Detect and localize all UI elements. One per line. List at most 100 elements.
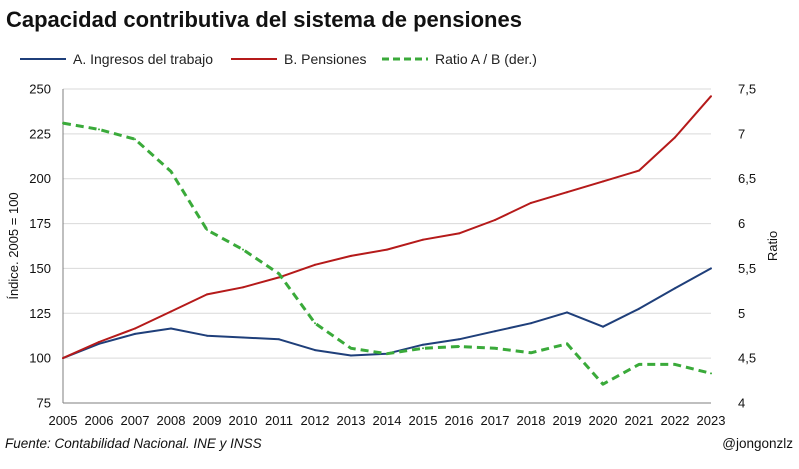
y-right-tick-label: 7,5 — [738, 82, 756, 97]
legend-item-ratio: Ratio A / B (der.) — [382, 51, 537, 67]
data-point — [710, 95, 712, 98]
x-tick-label: 2021 — [625, 413, 654, 428]
x-tick-label: 2011 — [265, 413, 293, 428]
data-point — [638, 169, 640, 172]
x-tick-label: 2017 — [481, 413, 510, 428]
data-point — [602, 180, 604, 183]
data-point — [494, 219, 496, 221]
data-point — [386, 248, 388, 251]
y-axis-left-ticks: 75 100 125 150 175 200 225 250 — [29, 82, 51, 411]
y-left-tick-label: 250 — [29, 82, 51, 97]
y-right-tick-label: 5 — [738, 306, 745, 321]
data-point — [170, 170, 172, 173]
y-left-tick-label: 150 — [29, 261, 51, 276]
data-point — [62, 122, 64, 125]
legend-label-ingresos: A. Ingresos del trabajo — [73, 51, 213, 67]
data-point — [314, 322, 316, 325]
x-tick-label: 2019 — [553, 413, 582, 428]
x-tick-label: 2013 — [337, 413, 366, 428]
y-right-tick-label: 4 — [738, 396, 745, 411]
data-point — [458, 338, 460, 341]
data-point — [206, 293, 208, 296]
data-point — [494, 347, 496, 350]
data-point — [638, 363, 640, 366]
data-point — [710, 372, 712, 375]
series-line-1 — [62, 95, 712, 360]
y-left-tick-label: 175 — [29, 216, 51, 231]
chart-title: Capacidad contributiva del sistema de pe… — [6, 7, 522, 32]
data-point — [242, 248, 244, 251]
x-tick-label: 2007 — [121, 413, 150, 428]
data-point — [530, 351, 532, 354]
x-tick-label: 2012 — [301, 413, 330, 428]
data-point — [206, 334, 208, 337]
x-tick-label: 2022 — [661, 413, 690, 428]
x-tick-label: 2006 — [85, 413, 114, 428]
y-right-tick-label: 6 — [738, 216, 745, 231]
data-point — [458, 232, 460, 235]
legend-item-pensiones: B. Pensiones — [231, 51, 367, 67]
y-right-tick-label: 4,5 — [738, 351, 756, 366]
data-point — [134, 332, 136, 335]
x-tick-label: 2016 — [445, 413, 474, 428]
data-point — [206, 228, 208, 231]
data-point — [422, 238, 424, 241]
y-axis-right-label: Ratio — [765, 231, 780, 261]
y-right-tick-label: 5,5 — [738, 261, 756, 276]
data-point — [278, 272, 280, 275]
data-point — [566, 191, 568, 194]
data-point — [314, 263, 316, 266]
y-axis-right-ticks: 4 4,5 5 5,5 6 6,5 7 7,5 — [738, 82, 756, 411]
data-point — [674, 136, 676, 139]
data-point — [494, 330, 496, 333]
data-point — [458, 345, 460, 348]
y-axis-left-label: Índice. 2005 = 100 — [6, 192, 21, 299]
x-tick-label: 2009 — [193, 413, 222, 428]
source-note: Fuente: Contabilidad Nacional. INE y INS… — [5, 436, 262, 451]
y-right-tick-label: 6,5 — [738, 171, 756, 186]
data-point — [242, 286, 244, 289]
data-point — [350, 354, 352, 357]
data-point — [350, 254, 352, 257]
data-point — [710, 267, 712, 270]
x-axis-ticks: 2005 2006 2007 2008 2009 2010 2011 2012 2013 2014… — [49, 413, 726, 428]
data-point — [530, 322, 532, 325]
y-left-tick-label: 100 — [29, 351, 51, 366]
data-point — [242, 336, 244, 339]
data-point — [350, 347, 352, 350]
data-point — [170, 310, 172, 313]
series-lines — [62, 95, 712, 386]
x-tick-label: 2014 — [373, 413, 402, 428]
data-point — [62, 357, 64, 360]
y-right-tick-label: 7 — [738, 126, 745, 141]
data-point — [278, 338, 280, 341]
x-tick-label: 2010 — [229, 413, 258, 428]
y-left-tick-label: 225 — [29, 126, 51, 141]
data-point — [98, 341, 100, 343]
data-point — [602, 325, 604, 328]
legend-item-ingresos: A. Ingresos del trabajo — [20, 51, 213, 67]
legend-label-pensiones: B. Pensiones — [284, 51, 367, 67]
data-point — [134, 327, 136, 330]
data-point — [422, 343, 424, 346]
author-handle: @jongonzlz — [722, 436, 793, 451]
data-point — [530, 201, 532, 204]
data-point — [566, 311, 568, 314]
x-tick-label: 2005 — [49, 413, 78, 428]
data-point — [386, 352, 388, 355]
data-point — [170, 327, 172, 330]
x-tick-label: 2023 — [697, 413, 726, 428]
data-point — [602, 383, 604, 386]
grid — [63, 88, 711, 359]
y-left-tick-label: 125 — [29, 306, 51, 321]
x-tick-label: 2008 — [157, 413, 186, 428]
data-point — [98, 128, 100, 131]
data-point — [134, 138, 136, 141]
data-point — [566, 342, 568, 345]
y-left-tick-label: 200 — [29, 171, 51, 186]
series-line-2 — [62, 121, 712, 386]
x-tick-label: 2015 — [409, 413, 438, 428]
y-left-tick-label: 75 — [37, 396, 51, 411]
data-point — [638, 307, 640, 310]
